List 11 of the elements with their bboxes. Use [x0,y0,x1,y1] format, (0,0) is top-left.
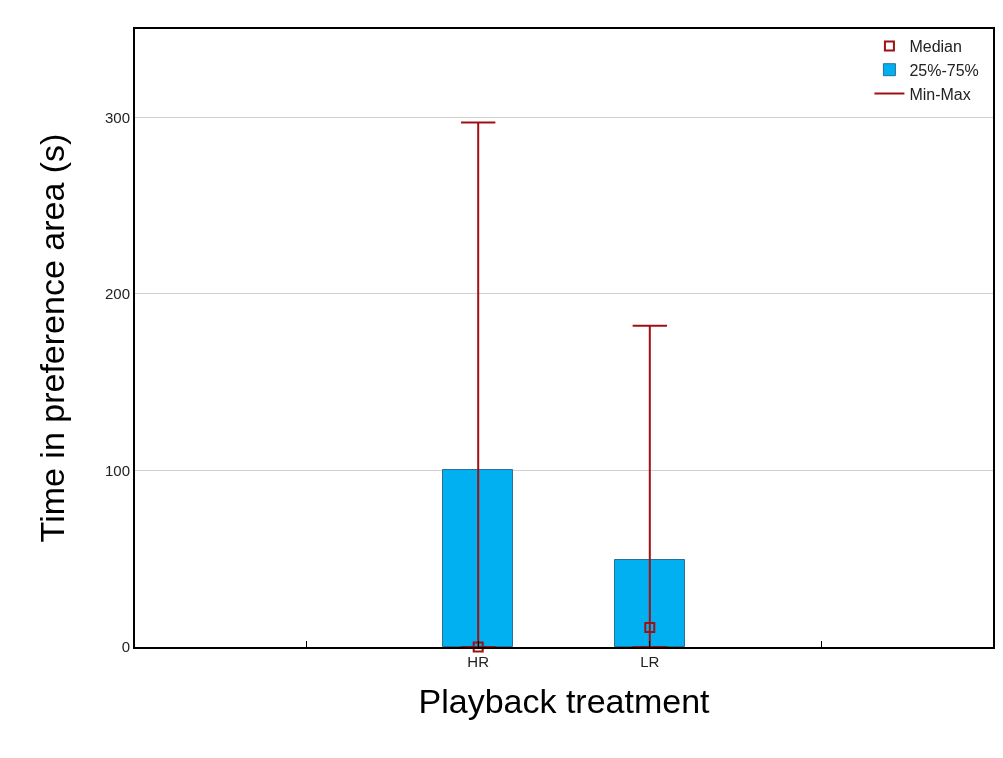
legend-label: Median [909,38,962,56]
legend-label: Min-Max [909,85,971,103]
legend-label: 25%-75% [909,61,979,79]
y-tick-label: 100 [104,461,130,479]
y-tick-label: 300 [104,108,130,126]
y-tick-label: 0 [121,638,130,656]
x-tick-label: HR [467,653,490,670]
y-axis-title: Time in preference area (s) [33,133,72,543]
x-axis-title: Playback treatment [418,681,711,720]
y-tick-label: 200 [104,285,130,303]
x-tick-label: LR [640,653,660,670]
